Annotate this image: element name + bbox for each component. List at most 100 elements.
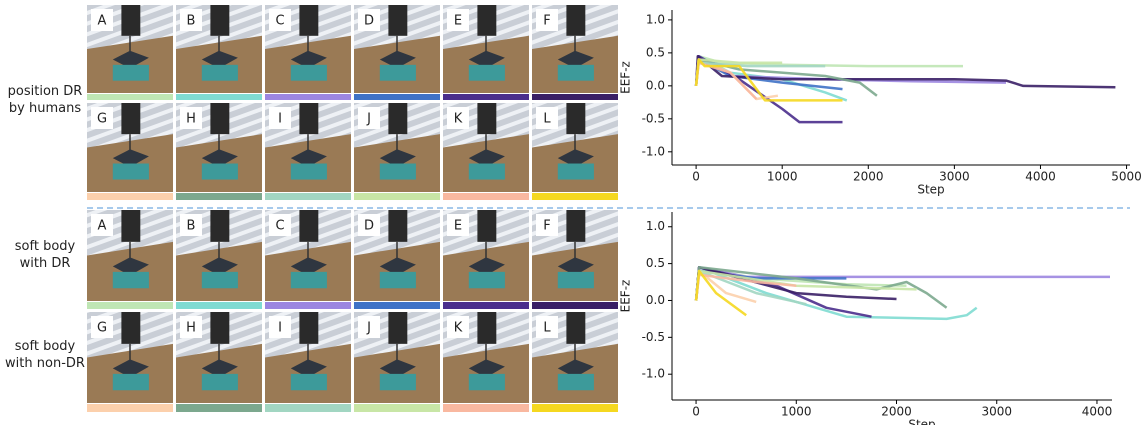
- robot-arm: [299, 312, 318, 344]
- base: [558, 164, 594, 180]
- robot-arm: [477, 103, 496, 134]
- robot-arm: [388, 210, 407, 242]
- panel-letter: E: [454, 14, 462, 29]
- color-bar: [87, 302, 173, 309]
- y-tick-label: -1.0: [642, 367, 665, 381]
- color-bar: [443, 94, 529, 100]
- panel-letter: K: [454, 321, 463, 336]
- x-tick-label: 2000: [853, 170, 884, 184]
- base: [113, 164, 149, 180]
- color-bar: [87, 404, 173, 412]
- x-tick-label: 0: [692, 170, 700, 184]
- color-bar: [354, 193, 440, 200]
- y-tick-label: 1.0: [646, 12, 665, 26]
- panel-letter: G: [97, 321, 107, 336]
- base: [469, 374, 505, 390]
- panel-letter: L: [543, 112, 551, 127]
- panel-letter: G: [97, 112, 107, 127]
- panel-letter: K: [454, 112, 463, 127]
- base: [469, 65, 505, 81]
- base: [469, 164, 505, 180]
- y-axis-label: EEF-z: [619, 61, 633, 94]
- base: [380, 164, 416, 180]
- x-tick-label: 4000: [1025, 170, 1056, 184]
- panel-letter: I: [278, 112, 282, 127]
- x-axis-label: Step: [917, 183, 944, 197]
- robot-arm: [477, 312, 496, 344]
- x-tick-label: 3000: [981, 405, 1012, 419]
- panel-letter: B: [187, 219, 196, 234]
- panel-letter: B: [187, 14, 196, 29]
- color-bar: [532, 94, 618, 100]
- robot-arm: [388, 103, 407, 134]
- panel-letter: J: [366, 321, 371, 336]
- x-tick-label: 4000: [1082, 405, 1113, 419]
- base: [291, 164, 327, 180]
- color-bar: [354, 404, 440, 412]
- x-tick-label: 1000: [781, 405, 812, 419]
- color-bar: [87, 94, 173, 100]
- base: [113, 65, 149, 81]
- panel-letter: D: [364, 219, 374, 234]
- panel-letter: A: [98, 219, 107, 234]
- panel-letter: I: [278, 321, 282, 336]
- x-tick-label: 2000: [881, 405, 912, 419]
- x-tick-label: 5000: [1111, 170, 1141, 184]
- robot-arm: [388, 312, 407, 344]
- color-bar: [176, 193, 262, 200]
- color-bar: [443, 193, 529, 200]
- panel-letter: D: [364, 14, 374, 29]
- panel-letter: C: [275, 14, 284, 29]
- robot-arm: [299, 5, 318, 36]
- y-tick-label: 1.0: [646, 219, 665, 233]
- robot-arm: [566, 210, 585, 242]
- color-bar: [532, 193, 618, 200]
- panel-letter: H: [186, 112, 196, 127]
- y-tick-label: -0.5: [642, 330, 665, 344]
- panel-letter: A: [98, 14, 107, 29]
- row-label: soft body: [15, 339, 76, 354]
- line-series: [696, 63, 756, 99]
- robot-arm: [210, 5, 229, 36]
- y-tick-label: 0.0: [646, 78, 665, 92]
- x-tick-label: 1000: [767, 170, 798, 184]
- x-tick-label: 3000: [939, 170, 970, 184]
- y-tick-label: 0.5: [646, 256, 665, 270]
- color-bar: [443, 302, 529, 309]
- robot-arm: [121, 210, 140, 242]
- row-label: by humans: [9, 101, 81, 116]
- robot-arm: [299, 210, 318, 242]
- base: [202, 65, 238, 81]
- robot-arm: [299, 103, 318, 134]
- base: [291, 65, 327, 81]
- y-tick-label: 0.0: [646, 293, 665, 307]
- color-bar: [443, 404, 529, 412]
- y-axis-label: EEF-z: [619, 280, 633, 313]
- color-bar: [265, 404, 351, 412]
- panel-letter: F: [543, 219, 550, 234]
- color-bar: [532, 404, 618, 412]
- base: [113, 374, 149, 390]
- robot-arm: [121, 5, 140, 36]
- base: [202, 164, 238, 180]
- x-axis-label: Step: [908, 418, 935, 426]
- base: [558, 272, 594, 288]
- panel-letter: E: [454, 219, 462, 234]
- base: [380, 374, 416, 390]
- y-tick-label: -0.5: [642, 111, 665, 125]
- panel-letter: C: [275, 219, 284, 234]
- row-label: with DR: [20, 256, 71, 271]
- robot-arm: [477, 5, 496, 36]
- color-bar: [532, 302, 618, 309]
- base: [113, 272, 149, 288]
- robot-arm: [566, 103, 585, 134]
- color-bar: [354, 94, 440, 100]
- base: [202, 272, 238, 288]
- base: [469, 272, 505, 288]
- base: [380, 65, 416, 81]
- base: [558, 65, 594, 81]
- y-tick-label: 0.5: [646, 45, 665, 59]
- robot-arm: [210, 103, 229, 134]
- robot-arm: [121, 312, 140, 344]
- row-label: position DR: [8, 84, 83, 99]
